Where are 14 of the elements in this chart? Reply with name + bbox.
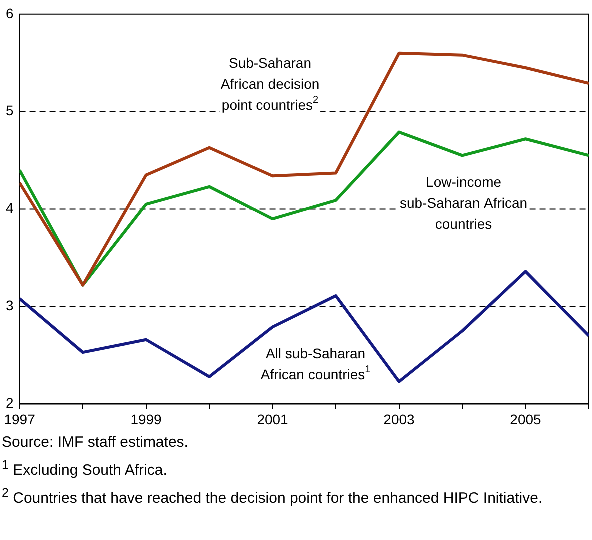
text: Low-income sub-Saharan African countries [400,174,528,232]
x-tick-label: 1997 [4,411,36,428]
y-tick-label: 2 [6,395,14,412]
y-tick-label: 3 [6,298,14,314]
x-tick-label: 2003 [384,411,416,428]
source-note: Source: IMF staff estimates. [2,433,190,453]
y-tick-label: 6 [6,5,14,22]
text: $^{2}$ Countries that have reached the decision point for the enhanced HIPC Initiative. [2,485,544,509]
y-tick-label: 5 [6,102,14,119]
x-tick-label: 2005 [510,411,542,428]
y-tick-label: 4 [6,200,14,216]
text: $^{1}$ Excluding South Africa. [2,457,168,481]
x-tick-label: 2001 [257,411,289,428]
x-tick-label: 1999 [130,411,162,428]
